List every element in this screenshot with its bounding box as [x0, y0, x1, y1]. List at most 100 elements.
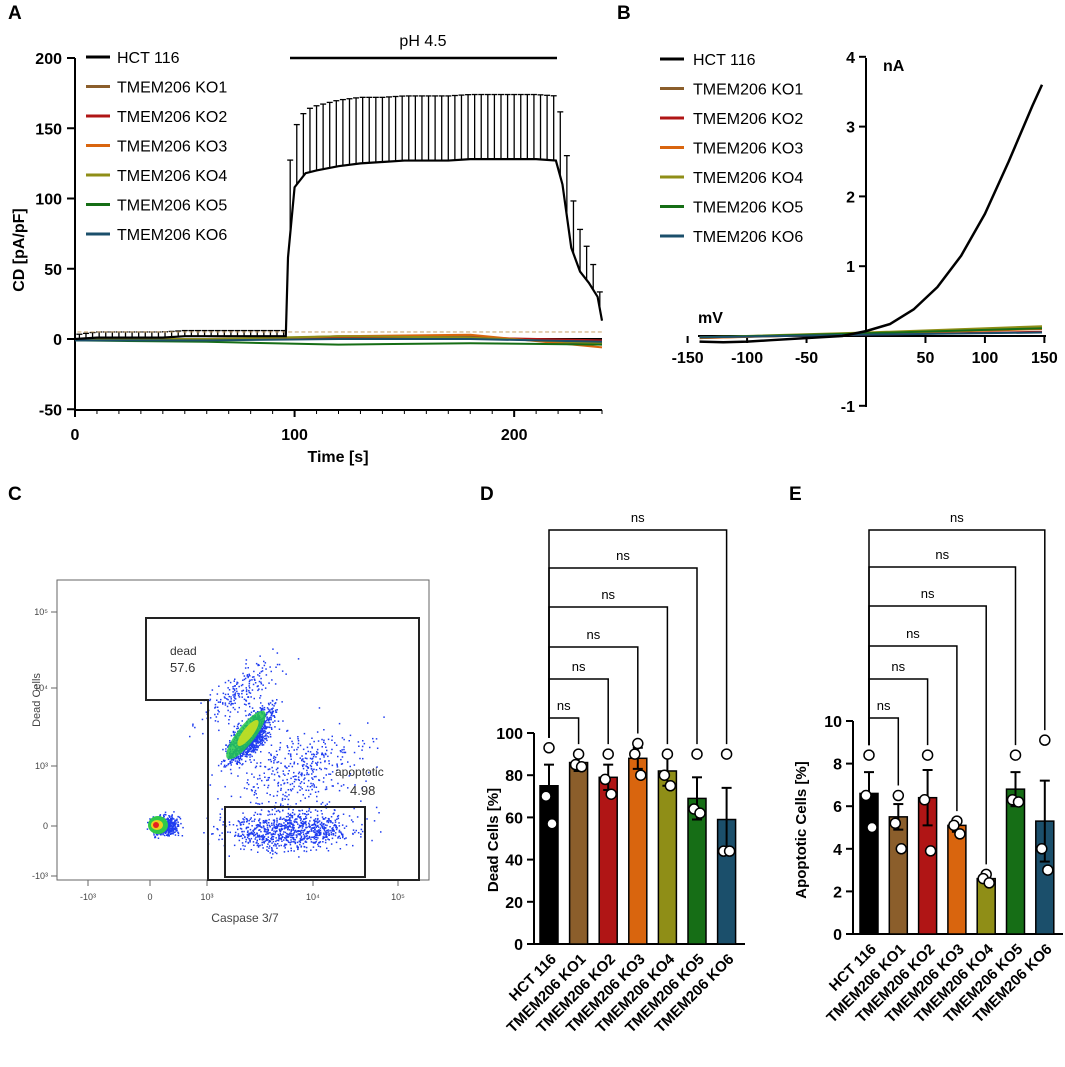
- panel-c-event-dot: [324, 760, 326, 762]
- panel-c-event-dot: [312, 755, 315, 758]
- panel-c-event-dot: [297, 814, 300, 817]
- panel-c-event-dot: [245, 689, 248, 691]
- panel-c-event-dot: [257, 746, 259, 749]
- panel-c-event-dot: [325, 788, 328, 790]
- panel-d-y-tick-label: 0: [514, 937, 523, 954]
- panel-a-x-label: Time [s]: [307, 449, 368, 466]
- panel-c-event-dot: [289, 817, 291, 819]
- panel-c-event-dot: [274, 851, 277, 854]
- panel-c-event-dot: [238, 685, 240, 688]
- panel-c-event-dot: [239, 824, 242, 826]
- panel-c-event-dot: [372, 737, 374, 740]
- panel-c-event-dot: [316, 814, 319, 817]
- panel-c-event-dot: [277, 720, 280, 722]
- panel-e-data-point: [860, 789, 872, 802]
- panel-c-event-dot: [305, 820, 307, 823]
- panel-c-event-dot: [174, 831, 176, 833]
- panel-c-event-dot: [322, 841, 324, 843]
- panel-c-event-dot: [259, 822, 262, 824]
- panel-e-bar-ko3: [947, 824, 967, 935]
- panel-c-event-dot: [247, 779, 249, 781]
- panel-c-event-dot: [245, 838, 247, 841]
- panel-c-event-dot: [265, 838, 268, 840]
- panel-d-bar-ko3: [628, 757, 648, 945]
- panel-c-event-dot: [331, 771, 334, 773]
- panel-c-event-dot: [354, 784, 356, 786]
- panel-c-event-dot: [177, 831, 179, 834]
- panel-c-event-dot: [321, 752, 323, 754]
- panel-c-event-dot: [268, 832, 270, 834]
- panel-c-event-dot: [324, 788, 327, 791]
- panel-c-event-dot: [253, 670, 255, 673]
- panel-c-event-dot: [375, 738, 378, 740]
- panel-c-event-dot: [238, 706, 240, 709]
- panel-c-event-dot: [263, 830, 266, 833]
- panel-c-event-dot: [330, 831, 333, 834]
- panel-c-event-dot: [239, 827, 242, 830]
- panel-c-event-dot: [287, 808, 290, 810]
- panel-c-event-dot: [239, 822, 241, 824]
- panel-c-event-dot: [241, 833, 244, 836]
- panel-c-event-dot: [268, 768, 271, 770]
- panel-c-event-dot: [327, 738, 330, 741]
- panel-c-event-dot: [284, 847, 286, 849]
- panel-c-event-dot: [304, 797, 306, 799]
- panel-a-y-tick-label: 100: [35, 192, 62, 209]
- panel-c-event-dot: [302, 767, 305, 770]
- panel-c-event-dot: [236, 763, 238, 765]
- panel-c-event-dot: [234, 708, 236, 711]
- panel-c-event-dot: [176, 827, 178, 830]
- panel-c-event-dot: [348, 740, 350, 742]
- panel-c-event-dot: [298, 826, 301, 828]
- panel-c-event-dot: [293, 824, 295, 827]
- panel-c-event-dot: [300, 846, 302, 848]
- panel-c-event-dot: [258, 834, 261, 837]
- panel-c-event-dot: [232, 691, 234, 693]
- panel-c-event-dot: [356, 816, 359, 818]
- panel-c-event-dot: [247, 783, 250, 786]
- panel-c-event-dot: [277, 839, 280, 842]
- panel-c-event-dot: [299, 825, 302, 828]
- panel-c-event-dot: [257, 689, 259, 692]
- panel-c-event-dot: [298, 771, 301, 773]
- panel-c-event-dot: [269, 736, 272, 738]
- panel-c-event-dot: [314, 821, 316, 823]
- panel-c-event-dot: [316, 810, 319, 812]
- panel-c-event-dot: [261, 744, 263, 746]
- panel-c-event-dot: [233, 688, 236, 690]
- panel-c-event-dot: [283, 817, 285, 820]
- panel-c-event-dot: [270, 754, 272, 757]
- panel-c-event-dot: [330, 779, 333, 781]
- panel-c-event-dot: [302, 812, 304, 815]
- panel-c-event-dot: [350, 819, 353, 821]
- panel-c-event-dot: [227, 693, 229, 695]
- panel-c-event-dot: [306, 763, 308, 765]
- panel-c-event-dot: [267, 830, 269, 833]
- panel-c-event-dot: [285, 835, 288, 838]
- panel-c-event-dot: [156, 834, 159, 836]
- panel-c-event-dot: [313, 830, 315, 832]
- panel-b-y-tick-label: 3: [846, 120, 855, 137]
- panel-c-event-dot: [317, 819, 319, 821]
- panel-c-event-dot: [227, 687, 229, 689]
- panel-c-event-dot: [257, 778, 259, 780]
- panel-c-event-dot: [255, 712, 257, 714]
- panel-e-data-point: [921, 749, 934, 761]
- panel-c-event-dot: [268, 822, 270, 824]
- panel-c-event-dot: [316, 822, 319, 824]
- panel-c-event-dot: [254, 682, 257, 684]
- panel-c-event-dot: [261, 731, 263, 733]
- panel-c-event-dot: [177, 821, 179, 823]
- panel-c-event-dot: [301, 772, 303, 774]
- panel-c-event-dot: [266, 833, 268, 835]
- panel-c-event-dot: [320, 803, 322, 805]
- panel-c-event-dot: [304, 822, 307, 825]
- panel-c-event-dot: [254, 818, 256, 821]
- panel-c-event-dot: [259, 695, 262, 697]
- panel-c-event-dot: [255, 662, 258, 665]
- panel-c-density-max: [153, 822, 159, 828]
- panel-c-event-dot: [310, 841, 313, 843]
- panel-c-event-dot: [221, 838, 223, 840]
